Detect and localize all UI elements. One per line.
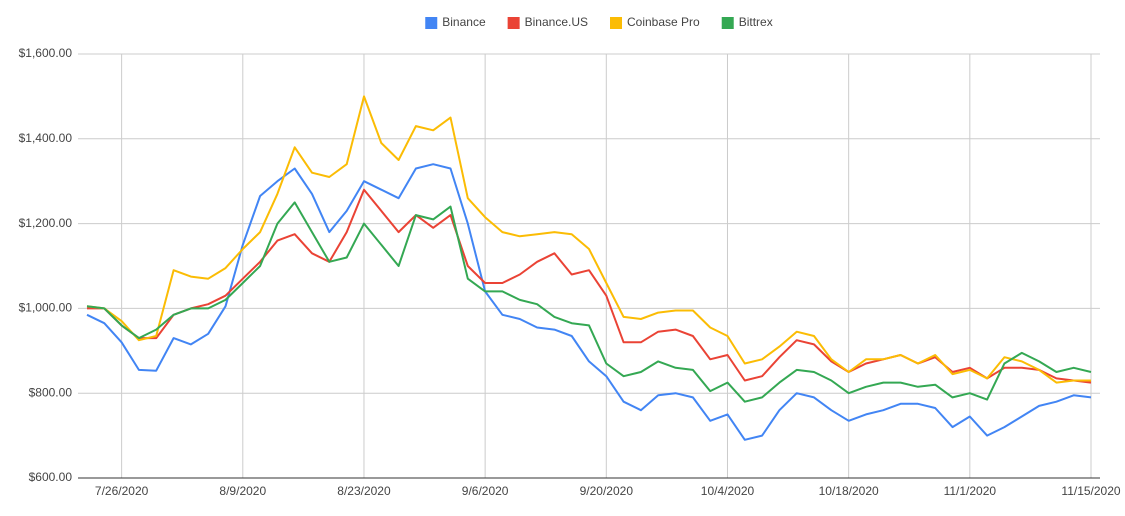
x-tick-label: 10/4/2020 — [701, 484, 755, 498]
x-tick-label: 9/20/2020 — [580, 484, 634, 498]
legend-swatch — [425, 17, 438, 29]
x-tick-label: 8/23/2020 — [337, 484, 391, 498]
y-tick-label: $800.00 — [29, 385, 73, 399]
x-tick-label: 7/26/2020 — [95, 484, 149, 498]
y-tick-label: $1,200.00 — [19, 216, 73, 230]
y-tick-label: $1,000.00 — [19, 301, 73, 315]
legend-swatch — [721, 17, 734, 29]
line-series — [86, 95, 1091, 384]
line-series — [86, 163, 1092, 441]
line-series — [86, 201, 1092, 403]
y-tick-label: $1,400.00 — [19, 131, 73, 145]
legend-label: Coinbase Pro — [627, 15, 700, 29]
line-series — [87, 188, 1092, 384]
legend-label: Binance — [442, 15, 486, 29]
x-tick-label: 9/6/2020 — [462, 484, 509, 498]
legend-label: Binance.US — [525, 15, 588, 29]
legend-swatch — [507, 17, 520, 29]
x-tick-label: 11/1/2020 — [944, 484, 997, 498]
legend-swatch — [610, 17, 623, 29]
legend-label: Bittrex — [739, 15, 773, 29]
x-tick-label: 10/18/2020 — [819, 484, 879, 498]
x-tick-label: 11/15/2020 — [1061, 484, 1120, 498]
x-tick-label: 8/9/2020 — [219, 484, 266, 498]
y-tick-label: $1,600.00 — [19, 46, 73, 60]
y-tick-label: $600.00 — [29, 470, 73, 484]
